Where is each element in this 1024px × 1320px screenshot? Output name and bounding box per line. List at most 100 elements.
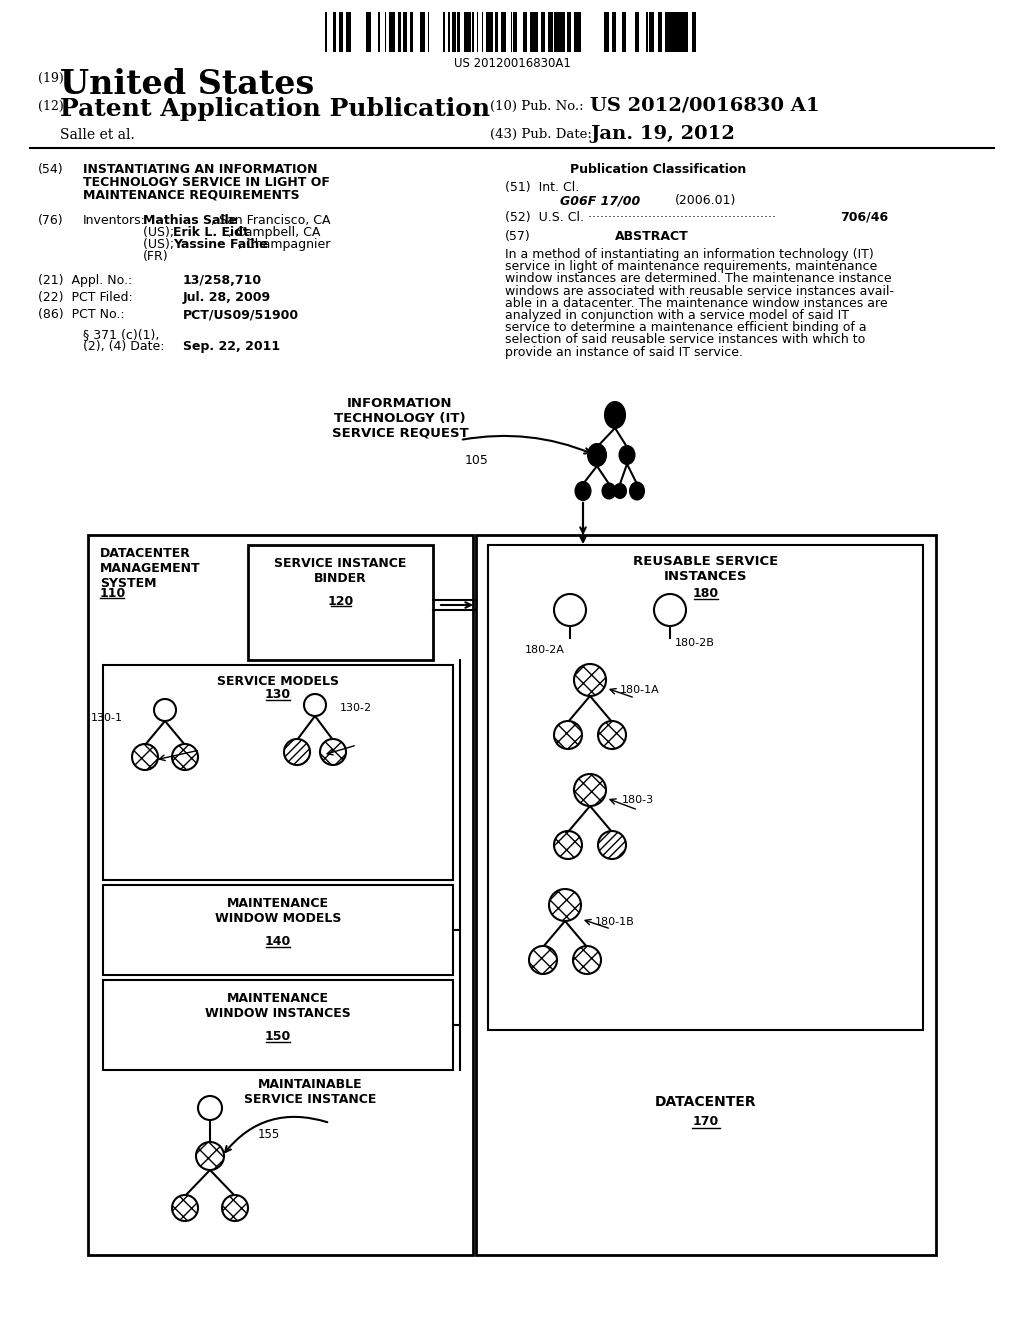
Bar <box>612 12 616 51</box>
Bar <box>351 12 355 51</box>
Bar <box>646 12 648 51</box>
Bar <box>587 12 589 51</box>
Text: Salle et al.: Salle et al. <box>60 128 135 143</box>
Text: selection of said reusable service instances with which to: selection of said reusable service insta… <box>505 334 865 346</box>
Circle shape <box>319 739 346 766</box>
Bar <box>248 545 433 660</box>
Bar <box>374 12 378 51</box>
Bar <box>389 12 392 51</box>
Circle shape <box>132 744 158 770</box>
Ellipse shape <box>620 446 635 465</box>
Text: US 20120016830A1: US 20120016830A1 <box>454 57 570 70</box>
Bar <box>380 12 382 51</box>
Bar <box>523 12 527 51</box>
Circle shape <box>654 594 686 626</box>
Bar <box>666 12 670 51</box>
Bar <box>574 12 575 51</box>
Circle shape <box>573 946 601 974</box>
Circle shape <box>198 1096 222 1119</box>
Bar <box>443 12 445 51</box>
Bar <box>460 12 464 51</box>
Bar <box>478 12 482 51</box>
Circle shape <box>196 1142 224 1170</box>
Text: , Champagnier: , Champagnier <box>238 238 331 251</box>
Bar <box>430 12 433 51</box>
Bar <box>649 12 651 51</box>
Bar <box>675 12 678 51</box>
Text: 13/258,710: 13/258,710 <box>183 275 262 286</box>
Bar <box>616 12 618 51</box>
Text: (10) Pub. No.:: (10) Pub. No.: <box>490 100 584 114</box>
Bar <box>387 12 389 51</box>
Bar <box>435 12 438 51</box>
Bar <box>425 12 428 51</box>
Bar <box>548 12 550 51</box>
Text: (19): (19) <box>38 73 63 84</box>
Bar <box>348 12 351 51</box>
Bar <box>684 12 686 51</box>
Circle shape <box>172 744 198 770</box>
Bar <box>506 12 508 51</box>
Bar <box>632 12 635 51</box>
Circle shape <box>574 664 606 696</box>
Bar <box>692 12 696 51</box>
Bar <box>103 884 453 975</box>
Bar <box>401 12 403 51</box>
Bar <box>563 12 565 51</box>
Bar <box>520 12 523 51</box>
Bar <box>336 12 339 51</box>
Bar <box>554 12 557 51</box>
Text: 180-1A: 180-1A <box>620 685 659 696</box>
Bar <box>327 12 330 51</box>
Bar <box>504 12 506 51</box>
Bar <box>489 12 490 51</box>
Bar <box>457 12 460 51</box>
Text: 180-1B: 180-1B <box>595 917 635 927</box>
Text: (2), (4) Date:: (2), (4) Date: <box>83 341 165 352</box>
Bar <box>635 12 637 51</box>
Bar <box>626 12 630 51</box>
Text: 120: 120 <box>328 595 353 609</box>
Text: ABSTRACT: ABSTRACT <box>615 230 689 243</box>
Text: provide an instance of said IT service.: provide an instance of said IT service. <box>505 346 743 359</box>
Bar <box>420 12 423 51</box>
Bar <box>343 12 346 51</box>
Bar <box>698 12 702 51</box>
Text: 155: 155 <box>258 1129 281 1140</box>
Bar <box>483 12 486 51</box>
Bar <box>346 12 348 51</box>
Text: (22)  PCT Filed:: (22) PCT Filed: <box>38 290 133 304</box>
Bar <box>530 12 534 51</box>
Bar <box>658 12 662 51</box>
Circle shape <box>154 700 176 721</box>
Bar <box>357 12 361 51</box>
Text: (86)  PCT No.:: (86) PCT No.: <box>38 308 125 321</box>
Text: 150: 150 <box>265 1030 291 1043</box>
Text: § 371 (c)(1),: § 371 (c)(1), <box>83 327 160 341</box>
Ellipse shape <box>605 403 625 428</box>
Text: service to determine a maintenance efficient binding of a: service to determine a maintenance effic… <box>505 321 866 334</box>
Bar <box>325 12 327 51</box>
Text: able in a datacenter. The maintenance window instances are: able in a datacenter. The maintenance wi… <box>505 297 888 310</box>
Text: (21)  Appl. No.:: (21) Appl. No.: <box>38 275 132 286</box>
Text: (US);: (US); <box>143 226 178 239</box>
Text: (12): (12) <box>38 100 63 114</box>
Text: SERVICE INSTANCE
BINDER: SERVICE INSTANCE BINDER <box>274 557 407 585</box>
Bar <box>416 12 420 51</box>
Text: (US);: (US); <box>143 238 178 251</box>
Bar <box>513 12 515 51</box>
Text: DATACENTER: DATACENTER <box>655 1096 757 1109</box>
Text: Jul. 28, 2009: Jul. 28, 2009 <box>183 290 271 304</box>
Circle shape <box>549 888 581 921</box>
Text: PCT/US09/51900: PCT/US09/51900 <box>183 308 299 321</box>
Bar <box>452 12 456 51</box>
Bar <box>498 12 501 51</box>
Circle shape <box>574 774 606 807</box>
Bar <box>572 12 574 51</box>
Bar <box>474 12 477 51</box>
Bar <box>688 12 692 51</box>
Bar <box>584 12 587 51</box>
Text: 130: 130 <box>265 688 291 701</box>
Bar <box>622 12 625 51</box>
Text: (2006.01): (2006.01) <box>675 194 736 207</box>
